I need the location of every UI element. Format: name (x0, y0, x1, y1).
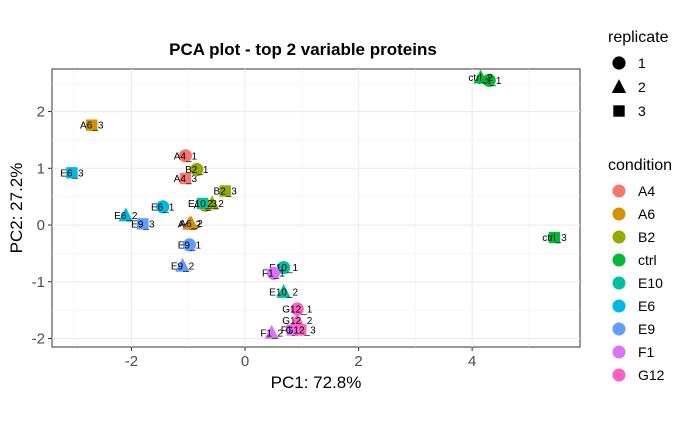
y-tick-label: -2 (32, 330, 45, 347)
data-point-e10-1 (277, 260, 291, 275)
legend-key-a4 (612, 184, 626, 198)
data-point-b2-1 (190, 162, 204, 177)
x-tick-label: 0 (241, 353, 249, 370)
point-label: G12_3 (286, 325, 316, 336)
condition-legend-title: condition (608, 157, 672, 174)
data-point-f1-3 (286, 324, 298, 336)
data-point-b2-2 (204, 195, 220, 210)
point-label: ctrl_2 (468, 73, 493, 84)
condition-legend-label: ctrl (638, 252, 657, 268)
plot-panel (51, 68, 581, 348)
replicate-legend-label: 3 (638, 103, 646, 119)
data-point-ctrl-2 (473, 69, 488, 84)
y-axis-title: PC2: 27.2% (7, 163, 26, 254)
point-label: ctrl_3 (542, 233, 567, 244)
condition-legend-label: E10 (638, 275, 663, 291)
data-point-f1-2 (264, 324, 279, 339)
data-point-ctrl-3 (548, 231, 561, 244)
point-label: E9_2 (171, 261, 195, 272)
grid-lines (52, 69, 580, 347)
legend-key-e9 (612, 322, 626, 336)
data-point-f1-1 (266, 266, 281, 280)
point-label: E9_1 (178, 240, 202, 251)
data-point-ctrl-1 (482, 73, 496, 87)
replicate-legend: replicate 1 2 3 (608, 29, 669, 119)
data-point-e6-2 (118, 207, 134, 222)
condition-legend-label: F1 (638, 344, 655, 360)
data-points: A4_1A4_2A4_3A6_1A6_2A6_3B2_1B2_2B2_3ctrl… (60, 69, 567, 339)
condition-legend-label: A4 (638, 183, 655, 199)
point-label: ctrl_1 (477, 76, 502, 87)
legend-key-circle (612, 56, 626, 70)
data-point-a6-3 (86, 119, 98, 131)
data-point-b2-3 (219, 185, 231, 197)
legend-key-triangle (611, 79, 627, 93)
legend-key-e10 (612, 276, 626, 290)
condition-legend-label: G12 (638, 367, 665, 383)
data-point-g12-3 (294, 324, 307, 336)
point-label: E6_2 (114, 211, 138, 222)
condition-legend-label: B2 (638, 229, 655, 245)
point-label: G12_1 (282, 304, 312, 315)
data-point-e9-2 (175, 257, 190, 272)
point-label: B2_1 (185, 165, 209, 176)
condition-legend-label: E6 (638, 298, 655, 314)
data-point-g12-2 (290, 312, 305, 327)
condition-legend-label: A6 (638, 206, 655, 222)
x-axis-title: PC1: 72.8% (271, 373, 362, 392)
point-label: F1_3 (281, 325, 304, 336)
condition-legend-label: E9 (638, 321, 655, 337)
chart-title: PCA plot - top 2 variable proteins (169, 40, 437, 59)
x-tick-label: 2 (354, 353, 362, 370)
y-tick-label: 0 (37, 217, 45, 234)
data-point-e10-3 (196, 197, 209, 210)
y-tick-label: 2 (37, 104, 45, 121)
axis-ticks: -2 0 2 4 -2 -1 0 1 2 (32, 104, 477, 370)
legend-key-g12 (612, 368, 626, 382)
point-label: A6_2 (179, 219, 203, 230)
legend-key-f1 (612, 345, 626, 359)
point-label: A4_1 (174, 151, 198, 162)
legend-key-a6 (612, 207, 626, 221)
data-point-a6-2 (183, 215, 199, 230)
point-label: B2_3 (213, 186, 237, 197)
x-tick-label: -2 (125, 353, 138, 370)
point-label: E10_3 (188, 199, 217, 210)
point-label: B2_2 (200, 199, 224, 210)
data-point-e6-3 (66, 167, 78, 179)
point-label: E10_2 (269, 287, 298, 298)
data-point-e9-3 (137, 218, 149, 230)
replicate-legend-title: replicate (608, 29, 669, 46)
point-label: G12_2 (282, 316, 312, 327)
point-label: F1_1 (262, 269, 285, 280)
legend-key-ctrl (612, 253, 626, 267)
legend-key-square (613, 105, 625, 117)
legend-key-e6 (612, 299, 626, 313)
point-label: E9_3 (131, 219, 155, 230)
legend-key-b2 (612, 230, 626, 244)
condition-legend: condition A4 A6 B2 ctrl E10 E6 E9 F1 G12 (608, 157, 672, 383)
y-tick-label: 1 (37, 160, 45, 177)
data-point-e9-1 (182, 238, 196, 252)
data-point-e10-2 (276, 284, 291, 298)
replicate-legend-label: 1 (638, 55, 646, 71)
replicate-legend-label: 2 (638, 79, 646, 95)
data-point-e6-1 (156, 200, 170, 214)
point-label: E10_1 (269, 263, 298, 274)
point-label: E6_1 (151, 202, 175, 213)
point-label: E6_3 (60, 168, 84, 179)
point-label: A4_3 (174, 174, 198, 185)
point-label: A6_3 (80, 121, 104, 132)
point-label: F1_2 (260, 328, 283, 339)
data-point-a4-1 (178, 149, 193, 163)
data-point-a4-3 (179, 172, 192, 185)
y-tick-label: -1 (32, 274, 45, 291)
x-tick-label: 4 (468, 353, 476, 370)
data-point-g12-1 (290, 302, 304, 316)
